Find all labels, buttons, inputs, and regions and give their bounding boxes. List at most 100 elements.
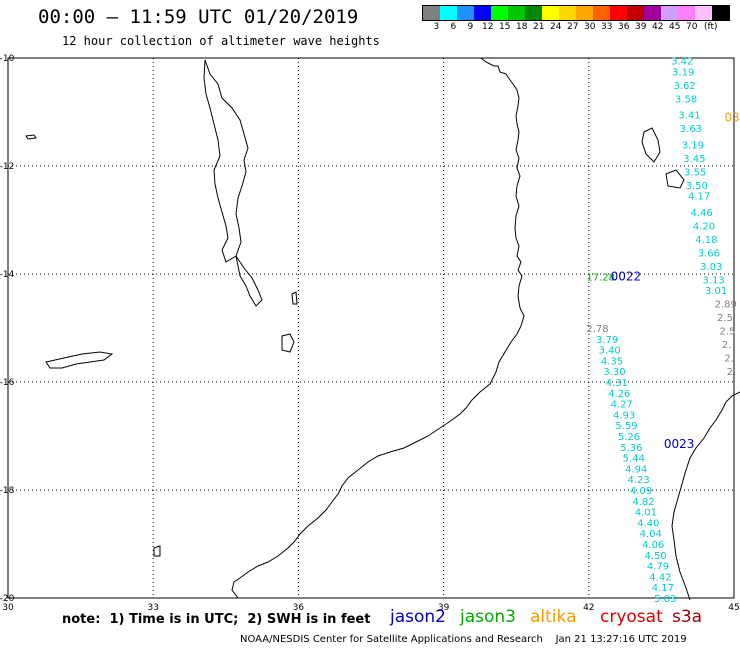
legend-label: 39: [635, 22, 647, 32]
lat-tick-label: -14: [0, 270, 15, 280]
wave-height-label: 4.17: [688, 192, 710, 203]
lat-tick-label: -10: [0, 54, 15, 64]
wave-height-label: 3.19: [682, 140, 704, 151]
wave-height-label: 3.41: [678, 111, 700, 122]
wave-height-label: 4.82: [632, 497, 654, 508]
wave-height-label: 3.63: [680, 124, 702, 135]
lon-tick-label: 36: [293, 603, 305, 613]
wave-height-label: 4.04: [640, 529, 662, 540]
wave-height-label: 3.50: [686, 181, 708, 192]
wave-height-label: 3.55: [684, 167, 706, 178]
wave-height-label: 3.40: [598, 346, 620, 357]
legend-swatch: [525, 6, 542, 20]
lat-tick-label: -12: [0, 162, 14, 172]
legend-swatch: [474, 6, 491, 20]
legend-label: 45: [669, 22, 681, 32]
lat-tick-label: -16: [0, 378, 15, 388]
wave-height-label: 5.59: [615, 421, 637, 432]
legend-label: 15: [499, 22, 511, 32]
lake-bangweulu: [45, 351, 114, 369]
coastline: [25, 57, 740, 601]
legend-swatch: [508, 6, 525, 20]
pass-time-label: 030: [724, 110, 740, 124]
wave-height-label: 4.35: [601, 356, 623, 367]
wave-height-label: 5.44: [623, 454, 645, 465]
wave-height-label: 4.20: [693, 221, 715, 232]
legend-swatch: [661, 6, 678, 20]
wave-height-label: 3.79: [596, 335, 618, 346]
legend-label: 24: [550, 22, 562, 32]
wave-height-label: 4.23: [628, 475, 650, 486]
wave-height-label: 4.50: [644, 551, 666, 562]
wave-height-label: 4.17: [652, 583, 674, 594]
lake-malawi: [203, 59, 249, 263]
pass-time-label: 0023: [664, 437, 695, 451]
wave-height-label: 4.27: [611, 400, 633, 411]
legend-swatch: [593, 6, 610, 20]
small-lake: [25, 134, 37, 140]
legend-swatch: [627, 6, 644, 20]
wave-height-label: 3.62: [674, 81, 696, 92]
pass-labels: 0022 0023 030: [611, 110, 740, 451]
satellite-name: jason3: [460, 607, 516, 627]
wave-height-label: 2.5: [717, 313, 733, 324]
legend-label: 30: [584, 22, 596, 32]
legend-swatch: [559, 6, 576, 20]
small-lake: [153, 545, 161, 557]
legend-label: 9: [467, 22, 474, 32]
wave-height-label: 3.13: [703, 275, 725, 286]
wave-height-label: 3.45: [683, 154, 705, 165]
wave-height-label: 3.03: [700, 262, 722, 273]
lat-tick-label: -18: [0, 486, 15, 496]
legend-label: 12: [482, 22, 494, 32]
wave-height-label: 4.26: [608, 389, 630, 400]
legend-label: 42: [652, 22, 664, 32]
legend-label: 33: [601, 22, 613, 32]
legend-swatch: [457, 6, 474, 20]
credit-line: NOAA/NESDIS Center for Satellite Applica…: [240, 634, 687, 645]
legend-swatch: [542, 6, 559, 20]
legend-swatch: [440, 6, 457, 20]
wave-height-label: 4.94: [625, 464, 647, 475]
comoros-island: [641, 127, 661, 163]
wave-height-label: 3.42: [671, 57, 693, 68]
wave-height-label: 4.01: [635, 508, 657, 519]
color-legend-bar: [422, 5, 730, 21]
wave-height-label: 4.06: [642, 540, 664, 551]
wave-height-label: 3.58: [675, 95, 697, 106]
wave-height-label: 4.09: [630, 486, 652, 497]
legend-swatch: [644, 6, 661, 20]
satellite-name: cryosat: [600, 607, 663, 627]
wave-height-label: 2.: [722, 340, 732, 351]
wave-height-label: 5.36: [620, 443, 642, 454]
wave-height-label: 2.: [727, 367, 737, 378]
east-africa-coastline: [231, 57, 525, 599]
legend-swatch: [712, 6, 729, 20]
wave-height-label: 4.79: [647, 562, 669, 573]
lake-malawi-inner: [235, 255, 263, 307]
satellite-name: jason2: [390, 607, 446, 627]
wave-height-label: 3.30: [603, 367, 625, 378]
satellite-name: s3a: [672, 607, 703, 627]
page-title: 00:00 – 11:59 UTC 01/20/2019: [38, 6, 359, 28]
legend-label: 70: [686, 22, 698, 32]
small-lake: [281, 333, 295, 353]
legend-label: 6: [450, 22, 457, 32]
wave-height-label: 3.66: [698, 248, 720, 259]
lon-tick-label: 30: [2, 603, 14, 613]
legend-swatch: [678, 6, 695, 20]
wave-height-label: 3.19: [672, 68, 694, 79]
wave-height-label: 3.01: [705, 286, 727, 297]
wave-height-label: 4.93: [613, 410, 635, 421]
lon-tick-label: 42: [583, 603, 594, 613]
legend-label: 27: [567, 22, 579, 32]
lon-tick-label: 33: [147, 603, 158, 613]
wave-height-label: 5.26: [618, 432, 640, 443]
wave-height-label: 2.5: [719, 327, 735, 338]
wave-height-label: 4.31: [606, 378, 628, 389]
pass-time-label: 0022: [611, 270, 642, 284]
wave-height-label: 4.42: [649, 572, 671, 583]
lat-tick-label: -20: [0, 594, 15, 604]
page-subtitle: 12 hour collection of altimeter wave hei…: [62, 34, 380, 48]
wave-height-label: 2.: [724, 354, 734, 365]
